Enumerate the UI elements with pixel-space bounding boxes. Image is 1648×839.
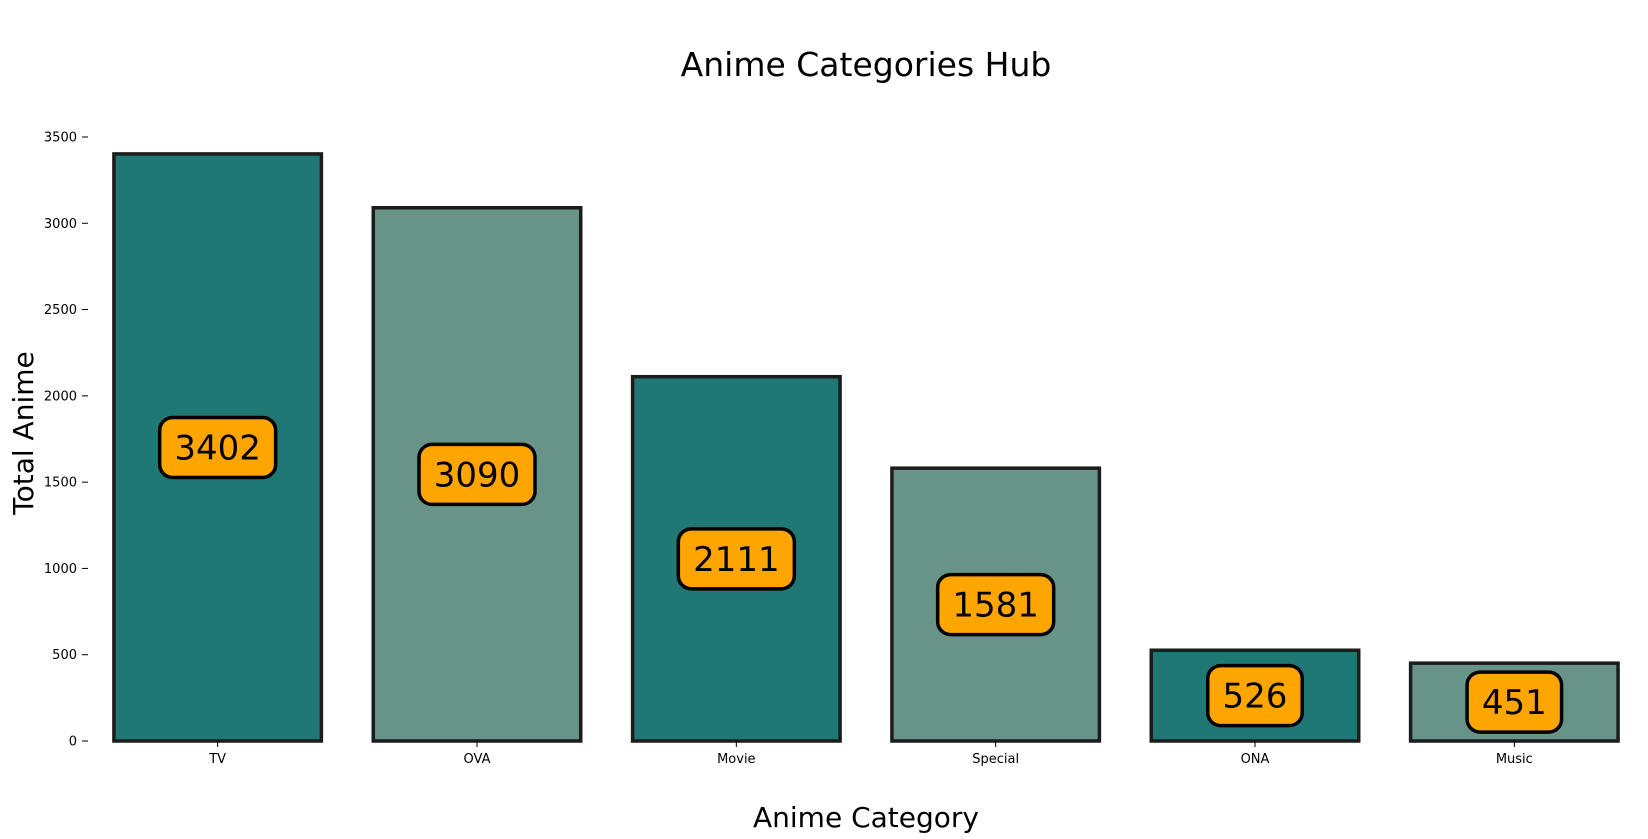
y-tick-label: 2500 (44, 303, 77, 318)
bars-group (112, 152, 1620, 743)
y-tick-label: 2000 (44, 389, 77, 404)
data-label-box (935, 572, 1056, 637)
x-tick-label: Special (972, 752, 1019, 767)
y-axis-label: Total Anime (7, 351, 40, 515)
y-tick-label: 3500 (44, 131, 77, 146)
chart-title: Anime Categories Hub (681, 45, 1052, 84)
x-tick-label: OVA (464, 752, 491, 767)
data-label-music: 451 (1482, 683, 1547, 723)
y-tick-label: 1000 (44, 562, 77, 577)
data-label-ona: 526 (1223, 677, 1288, 717)
y-tick-label: 3000 (44, 217, 77, 232)
data-labels-group: 3402 3090 2111 1581 526 451 (157, 415, 1564, 734)
y-tick-label: 0 (69, 735, 77, 750)
data-label-box (1206, 663, 1304, 728)
x-tick-label: Music (1496, 752, 1533, 767)
data-label-box (1465, 670, 1564, 734)
data-label-ova: 3090 (434, 455, 521, 495)
data-label-movie: 2111 (693, 540, 780, 580)
x-tick-label: ONA (1241, 752, 1270, 767)
data-label-box (676, 527, 797, 591)
x-tick-label: TV (208, 752, 226, 767)
y-tick-label: 500 (52, 648, 77, 663)
y-tick-label: 1500 (44, 476, 77, 491)
y-axis: 0 500 1000 1500 2000 2500 3000 3500 (44, 131, 88, 750)
data-label-box (157, 415, 278, 480)
x-tick-label: Movie (717, 752, 755, 767)
x-axis: TV OVA Movie Special ONA Music (208, 741, 1533, 767)
data-label-tv: 3402 (174, 428, 261, 468)
x-axis-label: Anime Category (753, 801, 979, 834)
data-label-box (417, 442, 537, 507)
data-label-special: 1581 (952, 586, 1039, 626)
